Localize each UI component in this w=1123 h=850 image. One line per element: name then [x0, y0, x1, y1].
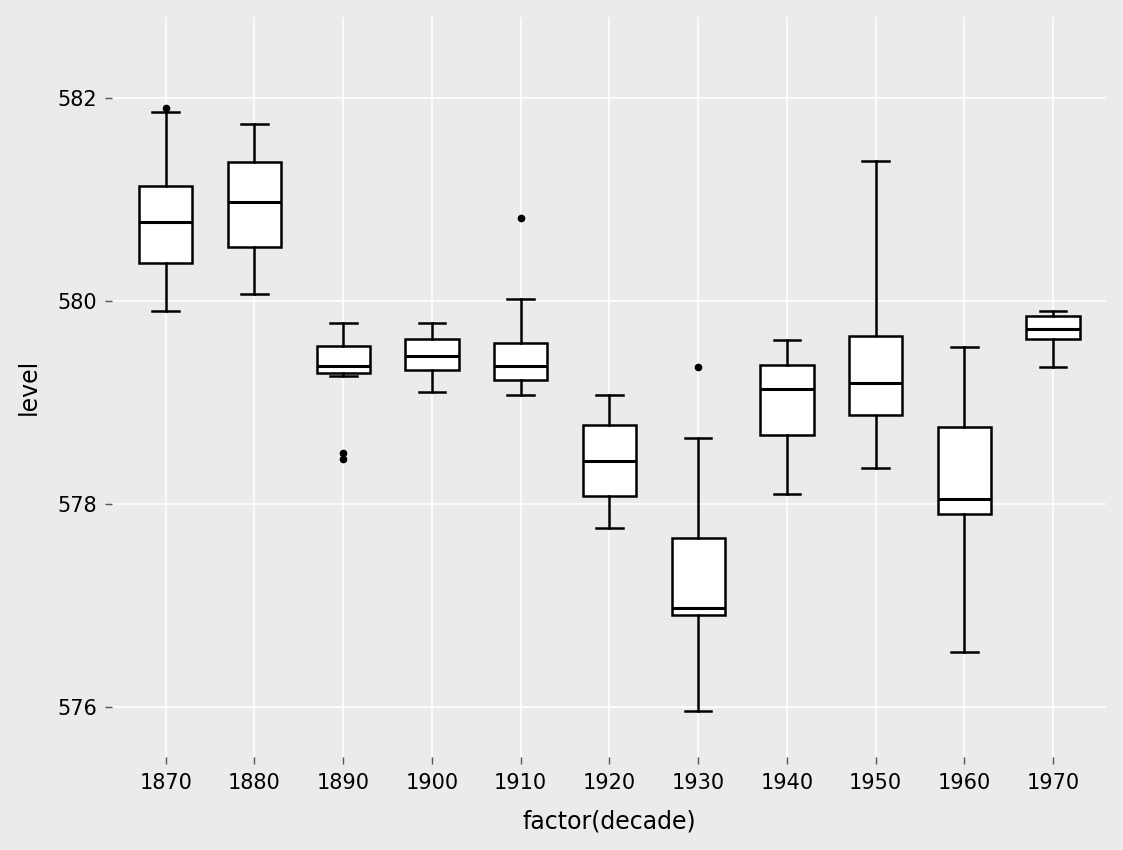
PathPatch shape [938, 427, 990, 514]
PathPatch shape [405, 339, 458, 370]
PathPatch shape [583, 424, 636, 496]
PathPatch shape [317, 347, 369, 373]
PathPatch shape [228, 162, 281, 247]
PathPatch shape [672, 538, 724, 615]
X-axis label: factor(decade): factor(decade) [522, 809, 696, 833]
Y-axis label: level: level [17, 359, 40, 415]
PathPatch shape [760, 365, 813, 434]
PathPatch shape [849, 337, 902, 416]
PathPatch shape [139, 186, 192, 264]
PathPatch shape [1026, 316, 1079, 339]
PathPatch shape [494, 343, 547, 380]
